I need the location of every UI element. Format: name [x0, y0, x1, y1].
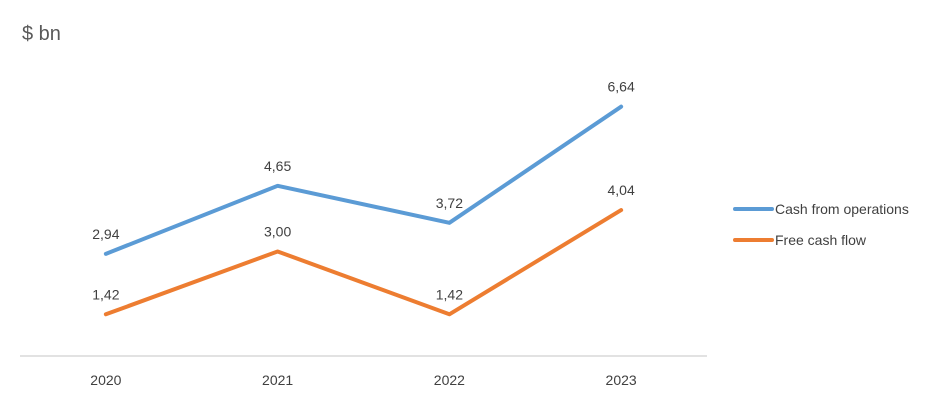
data-label: 4,65: [264, 158, 291, 174]
data-label: 1,42: [92, 286, 119, 302]
data-label: 4,04: [608, 182, 635, 198]
x-axis: 2020 2021 2022 2023: [90, 372, 637, 388]
unit-label: $ bn: [22, 23, 61, 45]
series-line-1: [103, 104, 624, 256]
series-layer: 2,94 4,65 3,72 6,64 1,42 3,00 1,42 4,04: [92, 79, 635, 317]
data-label: 2,94: [92, 226, 119, 242]
legend-label: Free cash flow: [775, 232, 867, 248]
x-tick-label: 2020: [90, 372, 121, 388]
series-line-2: [103, 208, 624, 317]
data-label: 1,42: [436, 286, 463, 302]
legend-item: Cash from operations: [733, 201, 909, 217]
x-tick-label: 2021: [262, 372, 293, 388]
legend-item: Free cash flow: [733, 232, 867, 248]
data-label: 6,64: [608, 79, 635, 95]
data-label: 3,72: [436, 195, 463, 211]
x-tick-label: 2022: [434, 372, 465, 388]
legend-label: Cash from operations: [775, 201, 909, 217]
legend: Cash from operations Free cash flow: [733, 201, 909, 248]
data-label: 3,00: [264, 223, 291, 239]
x-tick-label: 2023: [606, 372, 637, 388]
